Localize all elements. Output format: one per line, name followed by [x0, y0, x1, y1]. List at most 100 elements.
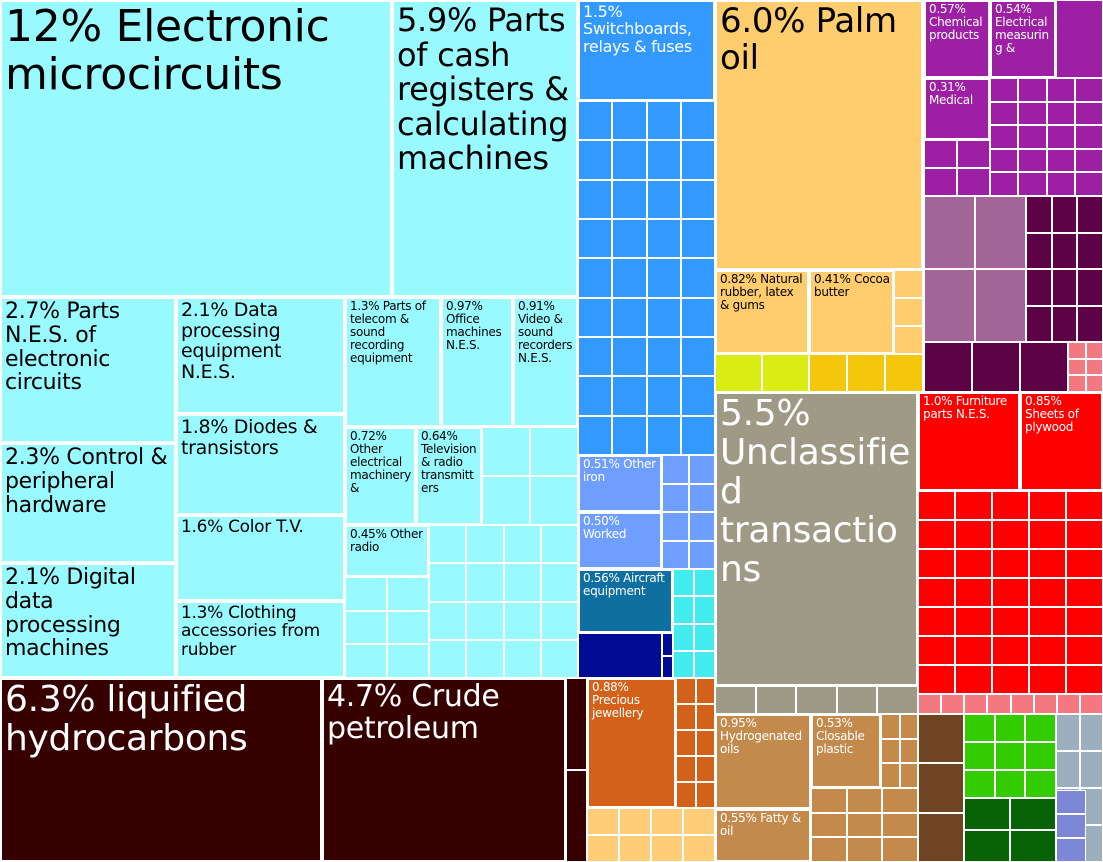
- treemap-tile-label: 1.3% Clothing accessories from rubber: [181, 603, 320, 660]
- treemap-small-tile: [1066, 578, 1103, 607]
- treemap-small-tile: [1046, 78, 1075, 102]
- treemap-small-tile: [387, 644, 429, 678]
- treemap-small-tile: [566, 770, 587, 862]
- treemap-tile-label: 0.97% Office machines N.E.S.: [446, 299, 502, 352]
- treemap-small-tile: [1033, 694, 1057, 714]
- treemap-small-tile: [846, 837, 883, 862]
- treemap-small-tile: [503, 601, 541, 640]
- treemap-small-tile: [1066, 607, 1103, 636]
- treemap-small-tile: [619, 835, 651, 862]
- treemap-small-tile: [503, 525, 541, 564]
- treemap-tile: 1.6% Color T.V.: [176, 515, 345, 601]
- treemap-tile: 0.51% Other iron: [578, 455, 662, 512]
- treemap-tile: 0.41% Cocoa butter: [809, 270, 894, 354]
- treemap-small-tile: [683, 808, 715, 835]
- treemap-small-tile: [1074, 101, 1103, 126]
- treemap-small-tile: [992, 549, 1029, 578]
- treemap-small-tile: [1079, 714, 1103, 751]
- treemap-small-tile: [894, 270, 923, 298]
- treemap-small-tile: [651, 808, 683, 835]
- treemap-small-tile: [540, 563, 578, 602]
- treemap-small-tile: [345, 610, 387, 645]
- treemap-small-tile: [975, 196, 1026, 269]
- treemap-small-tile: [695, 730, 715, 756]
- treemap-tile: 5.9% Parts of cash registers & calculati…: [392, 0, 578, 297]
- treemap-small-tile: [924, 168, 957, 196]
- treemap-small-tile: [662, 455, 689, 484]
- treemap-small-tile: [662, 483, 689, 512]
- treemap-small-tile: [540, 601, 578, 640]
- treemap-small-tile: [646, 258, 681, 298]
- treemap-small-tile: [918, 520, 955, 549]
- treemap-small-tile: [578, 415, 613, 455]
- treemap-small-tile: [1085, 358, 1103, 376]
- treemap-small-tile: [662, 512, 689, 541]
- treemap-small-tile: [503, 563, 541, 602]
- treemap-small-tile: [1056, 838, 1086, 862]
- treemap-small-tile: [964, 770, 995, 798]
- treemap-small-tile: [646, 179, 681, 219]
- treemap-small-tile: [1010, 694, 1034, 714]
- treemap-tile: 0.56% Aircraft equipment: [578, 569, 673, 633]
- treemap-small-tile: [992, 578, 1029, 607]
- treemap-small-tile: [695, 782, 715, 808]
- treemap-small-tile: [482, 427, 530, 476]
- treemap-tile: 6.3% liquified hydrocarbons: [0, 678, 322, 862]
- treemap-small-tile: [918, 694, 942, 714]
- treemap-tile-label: 0.45% Other radio: [350, 527, 423, 554]
- treemap-small-tile: [1025, 714, 1056, 742]
- treemap-small-tile: [918, 665, 955, 694]
- treemap-small-tile: [918, 549, 955, 578]
- treemap-tile-label: 2.3% Control & peripheral hardware: [5, 445, 168, 518]
- treemap-small-tile: [612, 415, 647, 455]
- treemap-small-tile: [578, 633, 662, 678]
- treemap-small-tile: [964, 714, 995, 742]
- treemap-small-tile: [1077, 196, 1103, 233]
- treemap-small-tile: [1025, 770, 1056, 798]
- treemap-small-tile: [503, 639, 541, 678]
- treemap-small-tile: [676, 782, 696, 808]
- treemap-small-tile: [964, 742, 995, 770]
- treemap-small-tile: [1026, 305, 1052, 342]
- treemap-small-tile: [578, 258, 613, 298]
- treemap-small-tile: [1079, 694, 1103, 714]
- treemap-small-tile: [1066, 491, 1103, 520]
- treemap-small-tile: [881, 714, 900, 739]
- treemap-small-tile: [540, 525, 578, 564]
- treemap-small-tile: [994, 742, 1026, 770]
- treemap-small-tile: [846, 788, 883, 813]
- treemap-small-tile: [1066, 665, 1103, 694]
- treemap-small-tile: [811, 837, 847, 862]
- treemap-tile: 0.64% Television & radio transmitters: [416, 427, 482, 525]
- treemap-tile-label: 0.88% Precious jewellery: [592, 680, 644, 720]
- treemap-small-tile: [796, 686, 837, 714]
- treemap-small-tile: [1029, 607, 1066, 636]
- treemap-small-tile: [1077, 232, 1103, 269]
- treemap-small-tile: [429, 601, 467, 640]
- treemap-tile: 1.0% Furniture parts N.E.S.: [918, 392, 1020, 491]
- treemap-tile: 0.85% Sheets of plywood: [1020, 392, 1103, 491]
- treemap-small-tile: [612, 376, 647, 416]
- treemap-small-tile: [345, 577, 387, 611]
- treemap-tile: 0.95% Hydrogenated oils: [715, 714, 811, 809]
- treemap-tile: 2.1% Data processing equipment N.E.S.: [176, 297, 345, 414]
- treemap-small-tile: [899, 714, 918, 739]
- treemap-small-tile: [1046, 101, 1075, 126]
- treemap-small-tile: [1074, 78, 1103, 102]
- treemap-tile: 0.45% Other radio: [345, 525, 429, 577]
- treemap-small-tile: [694, 596, 715, 624]
- treemap-small-tile: [1018, 78, 1047, 102]
- treemap-small-tile: [578, 297, 613, 337]
- treemap-small-tile: [587, 808, 619, 835]
- treemap-small-tile: [715, 354, 762, 392]
- treemap-small-tile: [1085, 375, 1103, 392]
- treemap-tile: 0.57% Chemical products: [924, 0, 990, 78]
- treemap-small-tile: [1018, 148, 1047, 173]
- treemap-small-tile: [1056, 714, 1080, 751]
- treemap-small-tile: [578, 140, 613, 180]
- treemap-small-tile: [955, 636, 992, 665]
- treemap-small-tile: [688, 512, 715, 541]
- treemap-small-tile: [694, 623, 715, 651]
- treemap-tile: 0.55% Fatty & oil: [715, 809, 811, 862]
- treemap-small-tile: [695, 756, 715, 782]
